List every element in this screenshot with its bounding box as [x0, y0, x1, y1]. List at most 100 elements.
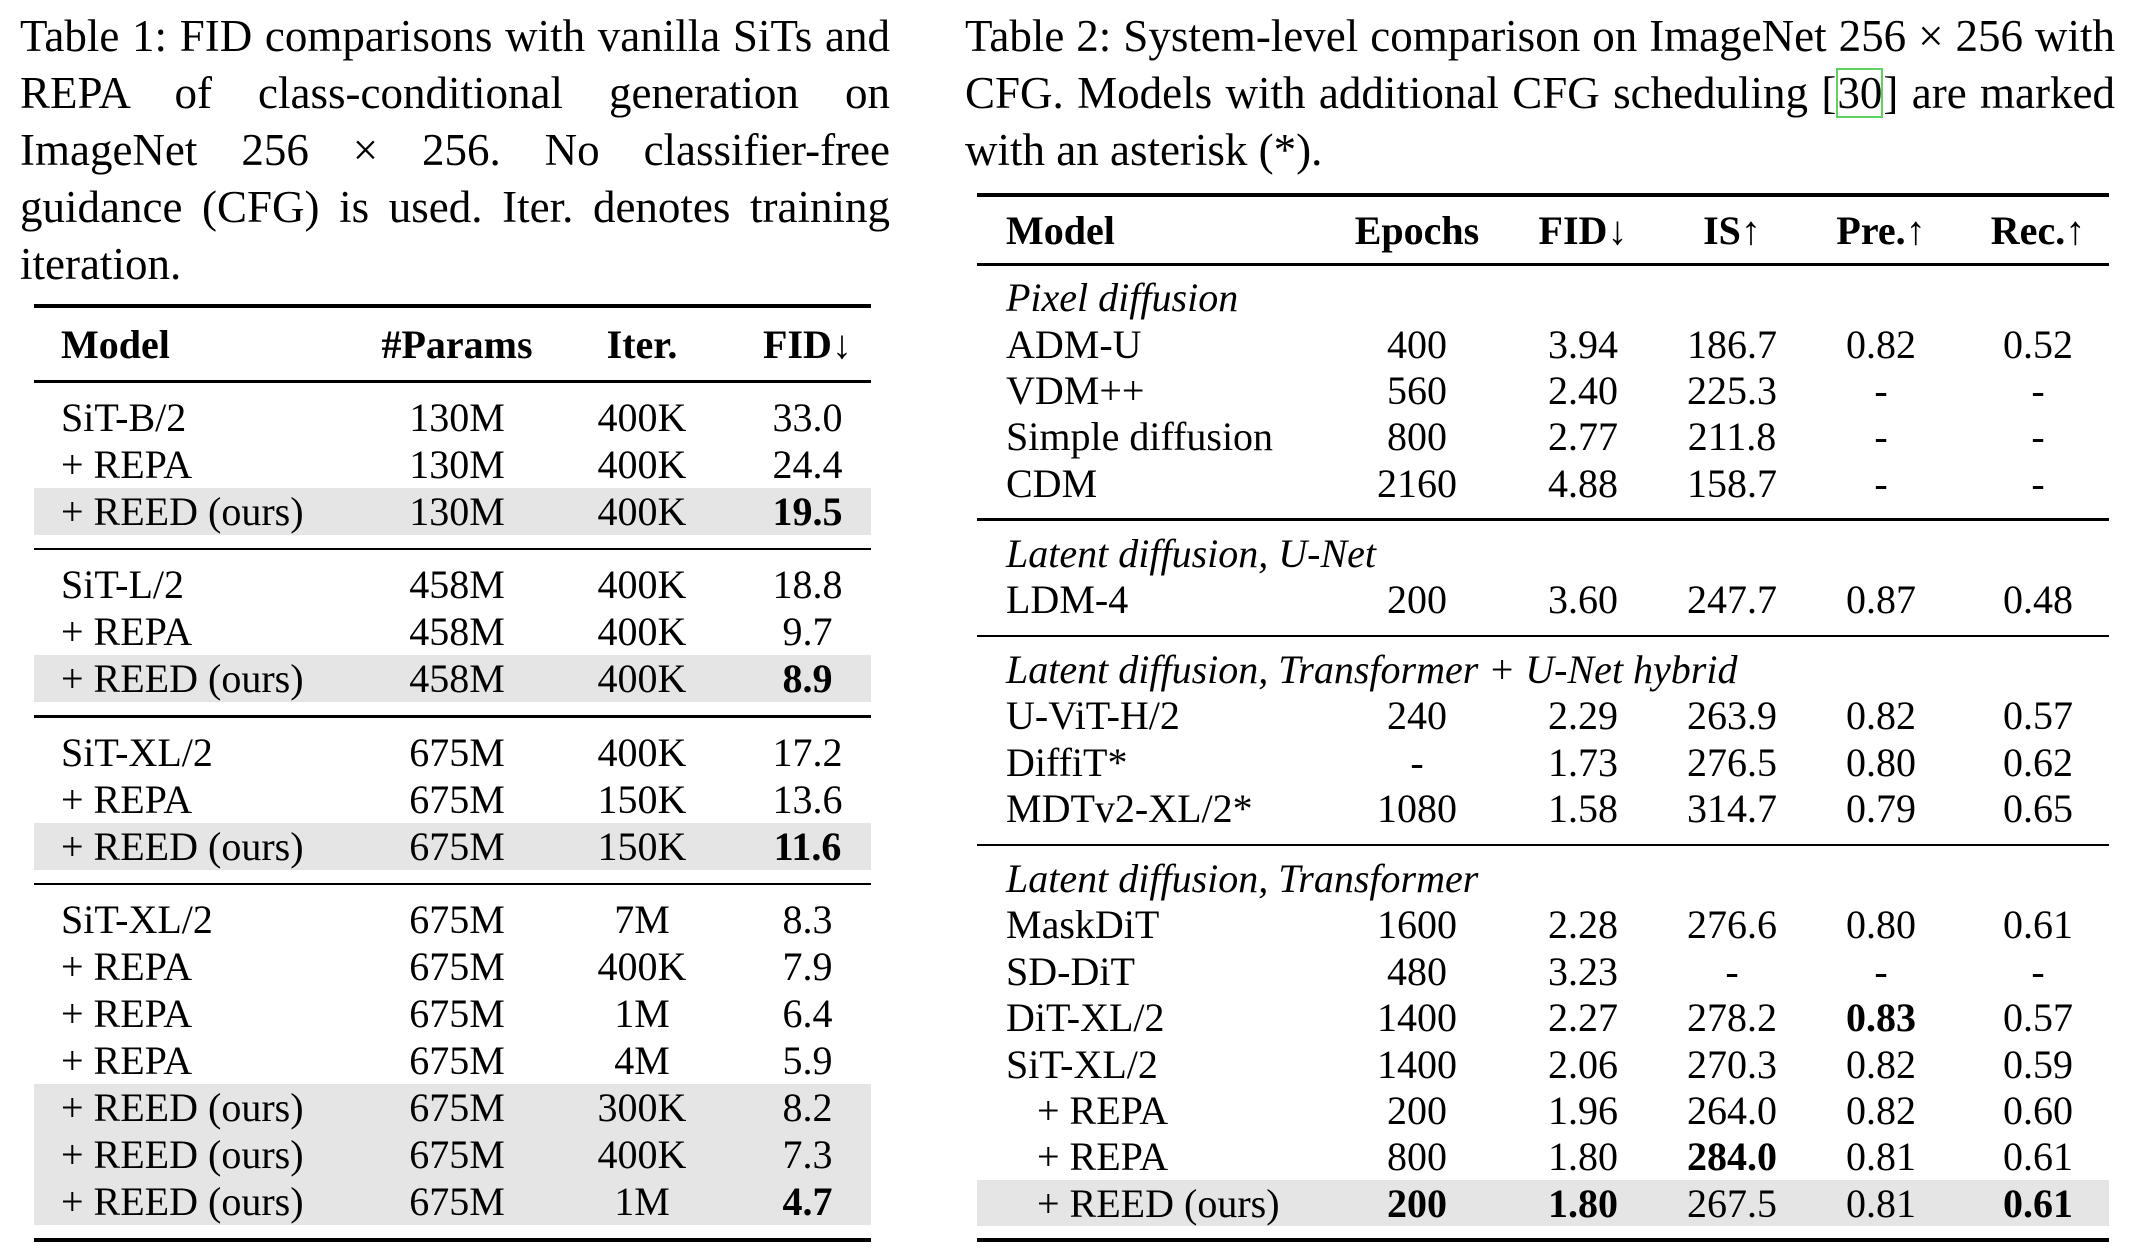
table-cell: - — [1874, 414, 1888, 460]
table-cell: 1400 — [1377, 995, 1457, 1041]
table-cell: 0.82 — [1846, 1087, 1916, 1133]
table-row: ADM-U 400 3.94 186.7 0.82 0.52 — [977, 321, 2109, 367]
table-row: + REPA 800 1.80 284.0 0.81 0.61 — [977, 1134, 2109, 1180]
spacer — [977, 623, 2109, 635]
spacer — [977, 832, 2109, 844]
model-name: + REED (ours) — [61, 1085, 304, 1130]
table-cell: 0.81 — [1846, 1134, 1916, 1180]
table-row: MaskDiT 1600 2.28 276.6 0.80 0.61 — [977, 902, 2109, 948]
table-cell: 278.2 — [1687, 995, 1777, 1041]
table-cell: 130M — [409, 394, 505, 440]
model-name: ADM-U — [1006, 321, 1142, 367]
row-group: SiT-XL/2 675M 400K 17.2 + REPA 675M 150K 13.6 + … — [34, 718, 871, 883]
table-row: SiT-B/2 130M 400K 33.0 — [34, 394, 871, 441]
table-cell: 1.73 — [1548, 739, 1618, 785]
table-cell: 0.62 — [2003, 739, 2073, 785]
model-name: + REED (ours) — [1037, 1180, 1280, 1226]
model-name: + REPA — [1037, 1134, 1169, 1180]
table-cell: 8.9 — [782, 656, 833, 701]
table-cell: 0.80 — [1846, 739, 1916, 785]
table-cell: 0.60 — [2003, 1087, 2073, 1133]
table-cell: 1.58 — [1548, 786, 1618, 832]
caption-text: Table 2: System-level comparison on Imag… — [965, 11, 2115, 118]
table-cell: 400K — [597, 1132, 687, 1177]
table-cell: 458M — [409, 562, 505, 607]
spacer — [977, 1226, 2109, 1238]
model-name: + REED (ours) — [61, 1179, 304, 1224]
table-cell: 211.8 — [1687, 414, 1777, 460]
table-cell: 400 — [1387, 321, 1447, 367]
table-cell: 675M — [409, 776, 505, 822]
table-cell: 13.6 — [772, 776, 843, 822]
column-header: Pre.↑ — [1836, 207, 1926, 253]
table-cell: 24.4 — [772, 441, 843, 487]
caption-text: ] are marked with an asterisk (*). — [965, 68, 2115, 175]
table-row: + REED (ours) 675M 300K 8.2 — [34, 1084, 871, 1131]
table-cell: 1.80 — [1548, 1180, 1618, 1226]
model-name: CDM — [1006, 460, 1098, 506]
table-cell: 263.9 — [1687, 693, 1777, 739]
top-rule — [34, 304, 871, 308]
table-row: U-ViT-H/2 240 2.29 263.9 0.82 0.57 — [977, 693, 2109, 739]
table-cell: - — [1874, 460, 1888, 506]
table-cell: 675M — [409, 729, 505, 775]
table-cell: 1M — [614, 1179, 670, 1224]
table-cell: 7M — [614, 897, 670, 942]
column-header: IS↑ — [1703, 207, 1761, 253]
table-cell: 267.5 — [1687, 1180, 1777, 1226]
table-cell: - — [1410, 739, 1424, 785]
table-cell: 675M — [409, 944, 505, 989]
table-row: LDM-4 200 3.60 247.7 0.87 0.48 — [977, 576, 2109, 622]
table-row: SiT-XL/2 675M 7M 8.3 — [34, 896, 871, 943]
table-cell: 560 — [1387, 367, 1447, 413]
table-cell: 240 — [1387, 693, 1447, 739]
table-cell: 400K — [597, 441, 687, 487]
table-row: SiT-XL/2 675M 400K 17.2 — [34, 729, 871, 776]
table-cell: 2160 — [1377, 460, 1457, 506]
table-cell: 130M — [409, 488, 505, 534]
table-cell: 0.79 — [1846, 786, 1916, 832]
spacer — [34, 718, 871, 729]
model-name: SiT-XL/2 — [61, 729, 213, 775]
group-title: Latent diffusion, U-Net — [1006, 530, 1376, 576]
table-row: + REPA 675M 4M 5.9 — [34, 1037, 871, 1084]
table1: Model #Params Iter. FID↓ SiT-B/2 130M 400K 33.0… — [34, 304, 871, 1242]
column-header: Model — [61, 321, 170, 367]
table-cell: 458M — [409, 656, 505, 701]
table-row: + REPA 675M 150K 13.6 — [34, 776, 871, 823]
table-cell: 186.7 — [1687, 321, 1777, 367]
table-cell: 0.82 — [1846, 693, 1916, 739]
column-header: Model — [1006, 207, 1115, 253]
spacer — [34, 383, 871, 394]
group-rule — [34, 547, 871, 550]
table-cell: 0.52 — [2003, 321, 2073, 367]
table-cell: 0.87 — [1846, 577, 1916, 623]
table-cell: 400K — [597, 488, 687, 534]
table-cell: 675M — [409, 823, 505, 869]
model-name: + REPA — [1037, 1087, 1169, 1133]
table-cell: 675M — [409, 1038, 505, 1083]
table-cell: - — [2031, 414, 2045, 460]
model-name: + REED (ours) — [61, 488, 304, 534]
group-title: Pixel diffusion — [1006, 275, 1239, 321]
group-title: Latent diffusion, Transformer + U-Net hy… — [1006, 646, 1738, 692]
model-name: DiT-XL/2 — [1006, 995, 1165, 1041]
table-cell: 2.40 — [1548, 367, 1618, 413]
header-row: Model Epochs FID↓ IS↑ Pre.↑ Rec.↑ — [977, 197, 2109, 263]
table-cell: 2.29 — [1548, 693, 1618, 739]
group-title-row: Latent diffusion, U-Net — [977, 530, 2109, 576]
table-cell: 5.9 — [782, 1038, 833, 1083]
table-cell: 7.3 — [782, 1132, 833, 1177]
table-row: VDM++ 560 2.40 225.3 - - — [977, 367, 2109, 413]
table-cell: 2.77 — [1548, 414, 1618, 460]
spacer — [34, 535, 871, 548]
model-name: VDM++ — [1006, 367, 1145, 413]
table-row: SD-DiT 480 3.23 - - - — [977, 948, 2109, 994]
table-cell: 4.7 — [782, 1179, 833, 1224]
group-title-row: Latent diffusion, Transformer — [977, 855, 2109, 901]
table-cell: - — [1874, 948, 1888, 994]
table-cell: 1400 — [1377, 1041, 1457, 1087]
table-cell: 7.9 — [782, 944, 833, 989]
table-cell: 400K — [597, 609, 687, 654]
citation-link[interactable]: 30 — [1836, 68, 1884, 118]
